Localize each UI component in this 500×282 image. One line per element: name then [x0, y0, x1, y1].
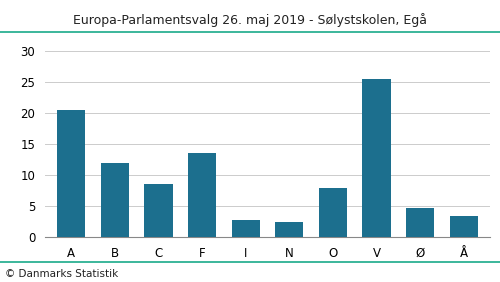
Bar	[275, 222, 304, 237]
Text: © Danmarks Statistik: © Danmarks Statistik	[5, 269, 118, 279]
Bar	[362, 79, 390, 237]
Bar	[188, 153, 216, 237]
Bar	[406, 208, 434, 237]
Text: Europa-Parlamentsvalg 26. maj 2019 - Sølystskolen, Egå: Europa-Parlamentsvalg 26. maj 2019 - Søl…	[73, 13, 427, 27]
Bar	[232, 220, 260, 237]
Bar	[57, 110, 86, 237]
Bar	[319, 188, 347, 237]
Bar	[450, 216, 478, 237]
Bar	[144, 184, 172, 237]
Bar	[100, 163, 129, 237]
